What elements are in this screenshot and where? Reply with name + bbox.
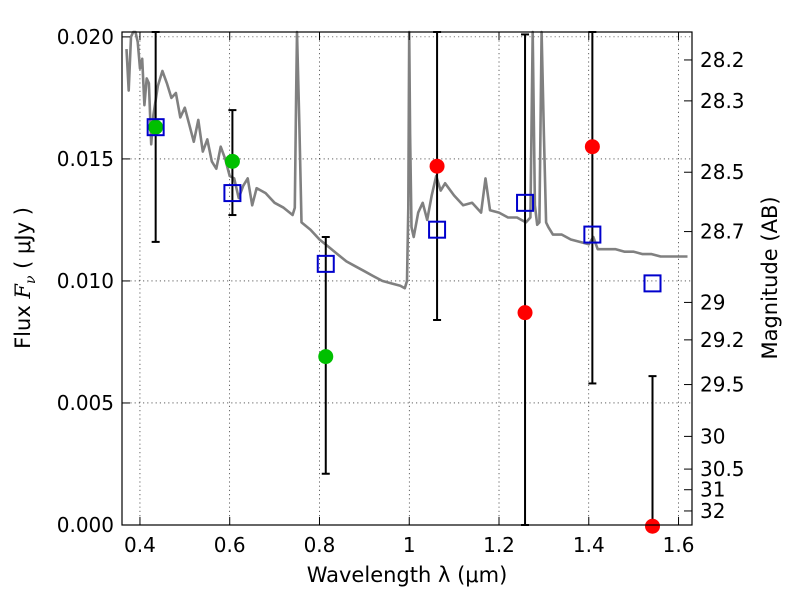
y2-tick-label: 31 xyxy=(700,478,725,502)
x-axis-label: Wavelength λ (μm) xyxy=(307,563,508,587)
x-tick-label: 0.4 xyxy=(124,533,156,557)
measured-flux-point xyxy=(429,158,445,174)
model-flux-square xyxy=(428,220,447,239)
x-tick-label: 0.6 xyxy=(214,533,246,557)
x-tick-label: 1.4 xyxy=(573,533,605,557)
y2-tick-label: 28.2 xyxy=(700,48,745,72)
y-tick-label: 0.020 xyxy=(57,25,114,49)
y-tick-label: 0.000 xyxy=(57,513,114,537)
y2-tick-label: 28.7 xyxy=(700,220,745,244)
measured-flux-point xyxy=(645,518,661,534)
y-tick-label: 0.005 xyxy=(57,391,114,415)
y-axis-label-symbol: F xyxy=(11,283,35,300)
x-tick-label: 0.8 xyxy=(304,533,336,557)
x-tick-label: 1 xyxy=(403,533,416,557)
measured-flux-point xyxy=(148,119,164,135)
ticks: 0.4 0.6 0.8 1 1.2 1.4 1.6 0.000 0.005 0.010 0.015 0… xyxy=(57,25,745,557)
y-axis-label-prefix: Flux xyxy=(11,299,35,349)
y-tick-label: 0.015 xyxy=(57,147,114,171)
model-flux-square xyxy=(146,118,165,137)
y2-tick-label: 30.5 xyxy=(700,457,745,481)
y-axis-label-subscript: ν xyxy=(23,275,39,284)
y2-tick-label: 29 xyxy=(700,290,725,314)
plot-frame xyxy=(121,31,693,526)
y2-tick-label: 32 xyxy=(700,499,725,523)
y2-tick-label: 28.3 xyxy=(700,89,745,113)
y-tick-label: 0.010 xyxy=(57,269,114,293)
y-axis-label-suffix: ( μJy ) xyxy=(11,207,35,275)
model-flux-square xyxy=(583,225,602,244)
y2-tick-label: 29.2 xyxy=(700,328,745,352)
y-axis-label: Flux Fν ( μJy ) xyxy=(11,207,39,349)
y2-tick-label: 28.5 xyxy=(700,160,745,184)
model-flux-square xyxy=(223,184,242,203)
model-flux-square xyxy=(643,274,662,293)
spectrum-line xyxy=(125,30,688,290)
measured-flux-point xyxy=(584,139,600,155)
model-flux-square xyxy=(516,193,535,212)
y2-tick-label: 29.5 xyxy=(700,373,745,397)
plot-area xyxy=(125,30,688,534)
measured-flux-point xyxy=(517,305,533,321)
y2-tick-label: 30 xyxy=(700,424,725,448)
measured-flux-point xyxy=(318,349,334,365)
measured-flux-point xyxy=(224,153,240,169)
x-tick-label: 1.6 xyxy=(663,533,695,557)
model-flux-square xyxy=(316,254,335,273)
y2-axis-label: Magnitude (AB) xyxy=(758,196,782,359)
x-tick-label: 1.2 xyxy=(483,533,515,557)
